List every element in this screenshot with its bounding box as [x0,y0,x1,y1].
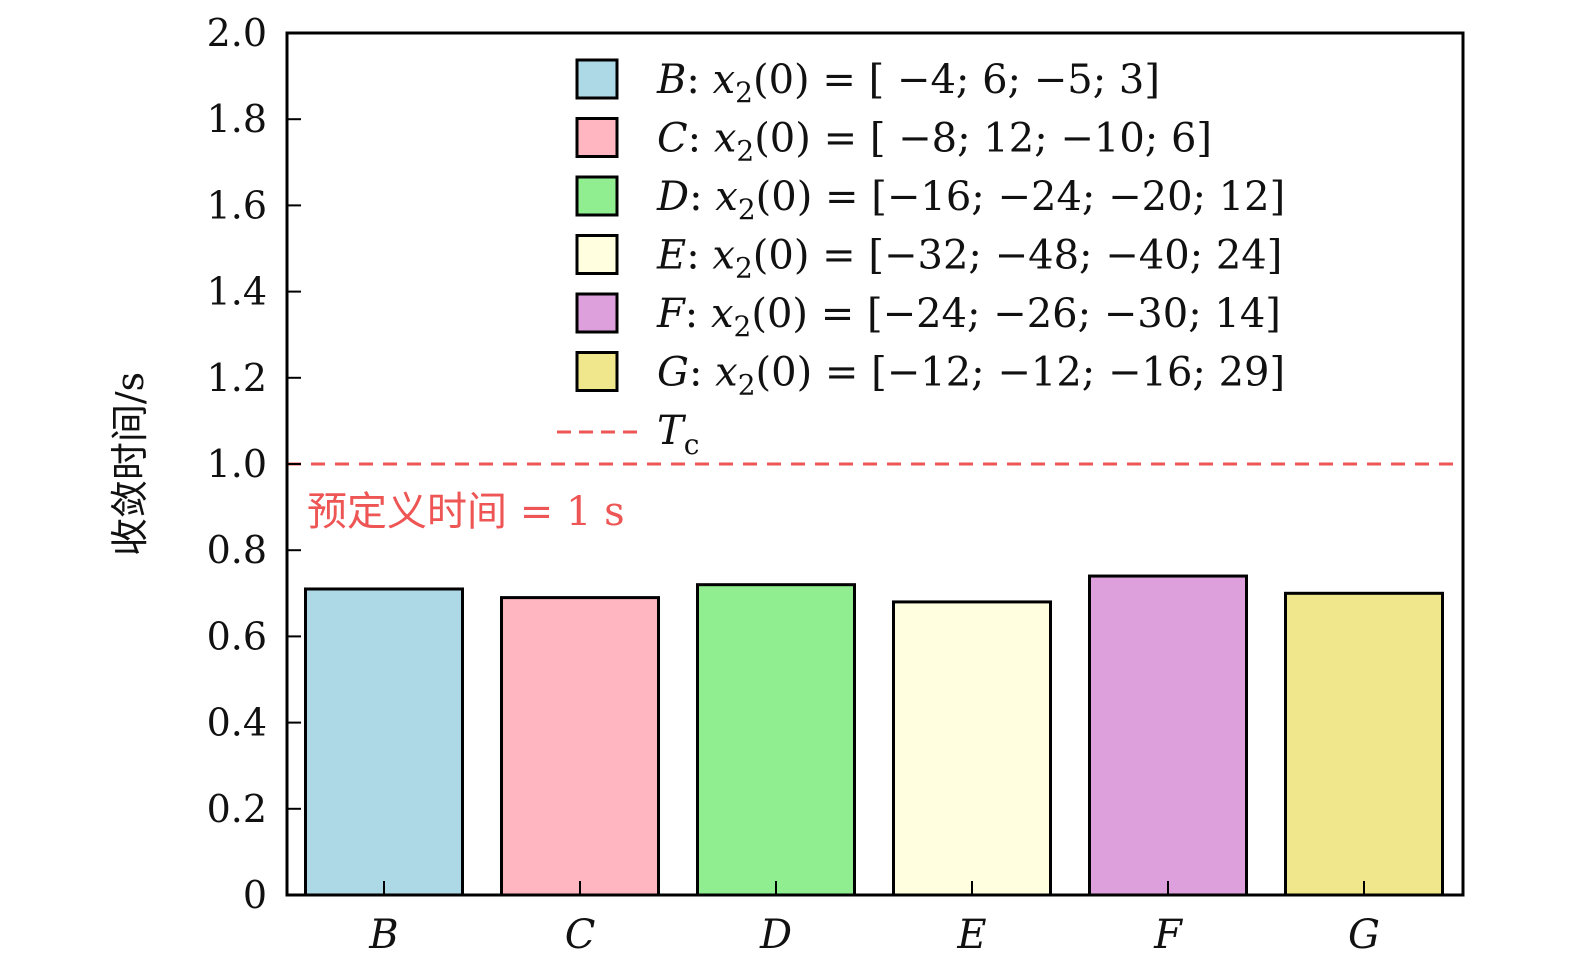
legend-swatch [575,234,619,275]
x-tick-label: D [759,912,792,958]
bar-F [1088,574,1248,897]
x-tick-label: G [1348,912,1380,958]
bar-D [696,583,856,897]
bar-B [304,587,464,897]
bar-C [500,596,660,897]
y-tick-label: 0 [243,873,267,917]
legend-label: F: x2(0) = [−24; −26; −30; 14] [656,291,1281,343]
legend-swatch [575,351,619,392]
legend-swatch [575,292,619,334]
y-tick-label: 0.8 [207,528,267,572]
reference-annotation: 预定义时间 = 1 s [307,489,625,535]
y-tick-label: 0.2 [207,787,267,831]
bar-G [1284,591,1444,897]
y-tick-label: 0.6 [207,614,267,658]
legend-entry-G: G: x2(0) = [−12; −12; −16; 29] [575,350,1285,402]
legend-label: E: x2(0) = [−32; −48; −40; 24] [656,233,1282,285]
legend-entry-Tc: Tc [557,408,699,461]
legend-entry-F: F: x2(0) = [−24; −26; −30; 14] [575,291,1281,343]
legend-label: D: x2(0) = [−16; −24; −20; 12] [656,174,1285,226]
y-tick-label: 0.4 [207,701,267,745]
x-tick-label: F [1153,912,1183,958]
x-tick-label: C [565,912,596,958]
legend-swatch [575,175,619,217]
legend-label: B: x2(0) = [ −4; 6; −5; 3] [656,57,1160,109]
y-tick-label: 1.8 [207,97,267,141]
y-tick-label: 1.2 [207,356,267,400]
y-axis-label: 收敛时间/s [108,372,152,556]
legend-label: C: x2(0) = [ −8; 12; −10; 6] [657,116,1212,168]
legend-entry-B: B: x2(0) = [ −4; 6; −5; 3] [575,57,1160,109]
legend-entry-D: D: x2(0) = [−16; −24; −20; 12] [575,174,1285,226]
legend-entry-C: C: x2(0) = [ −8; 12; −10; 6] [575,116,1212,168]
x-tick-label: B [368,912,398,958]
y-tick-label: 2.0 [207,11,267,55]
legend-swatch [575,117,619,158]
legend-label: Tc [657,408,699,461]
bar-E [892,600,1052,897]
legend-swatch [575,58,619,100]
y-tick-label: 1.0 [207,442,267,486]
y-tick-label: 1.4 [207,270,267,314]
legend-entry-E: E: x2(0) = [−32; −48; −40; 24] [575,233,1282,285]
y-tick-label: 1.6 [207,183,267,227]
x-tick-label: E [956,912,986,958]
legend-label: G: x2(0) = [−12; −12; −16; 29] [657,350,1285,402]
